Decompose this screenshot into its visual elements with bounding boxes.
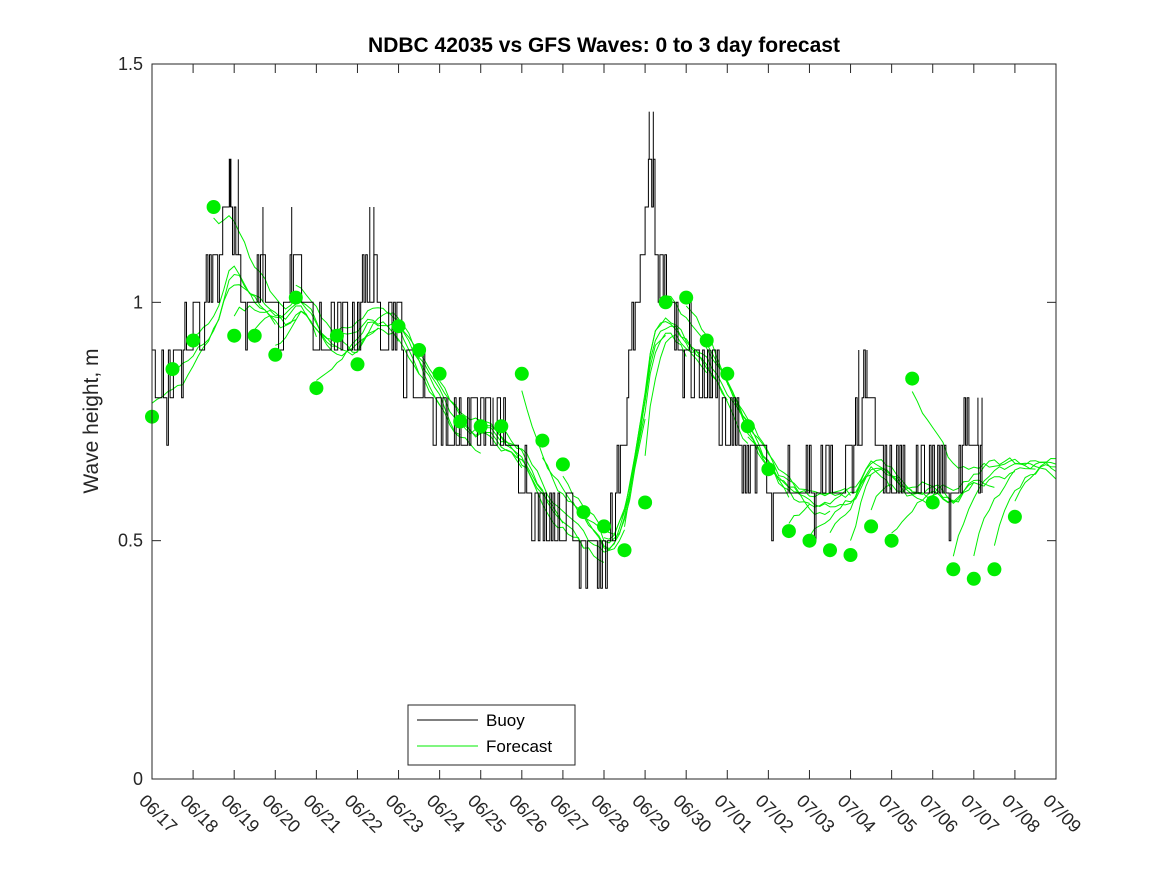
x-tick-label: 06/17: [135, 791, 181, 837]
x-tick-label: 07/04: [834, 791, 880, 837]
forecast-line: [439, 380, 564, 524]
forecast-line: [952, 460, 1057, 557]
y-tick-label: 0.5: [118, 531, 143, 551]
forecast-line: [993, 464, 1057, 546]
chart-title: NDBC 42035 vs GFS Waves: 0 to 3 day fore…: [368, 34, 840, 57]
x-tick-label: 06/28: [587, 791, 633, 837]
x-tick-label: 06/22: [341, 791, 387, 837]
forecast-point: [391, 319, 406, 334]
x-tick-label: 07/06: [916, 791, 962, 837]
forecast-line: [1014, 457, 1057, 502]
x-tick-label: 07/05: [875, 791, 921, 837]
forecast-point: [535, 433, 550, 448]
forecast-line: [747, 436, 872, 508]
forecast-point: [432, 366, 447, 381]
forecast-point: [987, 562, 1002, 577]
forecast-point: [309, 381, 324, 396]
forecast-point: [165, 362, 180, 377]
forecast-line: [500, 425, 625, 553]
forecast-point: [206, 200, 221, 214]
legend-forecast-label: Forecast: [486, 737, 552, 756]
forecast-point: [823, 543, 837, 558]
forecast-point: [247, 328, 262, 343]
x-tick-label: 07/01: [710, 791, 756, 837]
forecast-point: [268, 347, 283, 362]
forecast-point: [761, 462, 776, 477]
forecast-line: [275, 310, 399, 357]
forecast-line: [644, 334, 769, 468]
forecast-point: [473, 419, 488, 434]
forecast-point: [946, 562, 961, 577]
forecast-point: [802, 533, 817, 548]
forecast-point: [576, 505, 591, 520]
forecast-point: [884, 533, 899, 548]
forecast-line: [603, 317, 728, 540]
forecast-point: [329, 328, 344, 343]
forecast-point: [638, 495, 653, 510]
x-tick-label: 06/19: [217, 791, 263, 837]
legend: Buoy Forecast: [407, 704, 576, 766]
forecast-line: [172, 273, 297, 373]
x-tick-label: 06/27: [546, 791, 592, 837]
forecast-point: [453, 414, 468, 429]
forecast-line: [480, 421, 605, 563]
forecast-point: [227, 328, 242, 343]
plot-area: [152, 64, 1056, 779]
forecast-point: [925, 495, 940, 510]
forecast-point: [1007, 509, 1022, 524]
forecast-line: [850, 468, 975, 541]
y-tick-label: 0: [133, 769, 143, 789]
y-tick-label: 1: [133, 292, 143, 312]
forecast-line: [357, 311, 481, 454]
y-axis-label: Wave height, m: [80, 348, 103, 493]
forecast-line: [911, 391, 1036, 470]
x-tick-label: 07/09: [1039, 791, 1085, 837]
forecast-line: [973, 461, 1057, 557]
forecast-point: [617, 543, 632, 558]
x-tick-label: 06/30: [669, 791, 715, 837]
forecast-point: [597, 519, 611, 534]
forecast-point: [186, 333, 201, 348]
x-tick-label: 06/29: [628, 791, 674, 837]
legend-box: [407, 704, 576, 766]
forecast-point: [350, 357, 365, 372]
forecast-point: [288, 290, 303, 305]
y-axis: 0 0.5 1 1.5: [118, 54, 1056, 789]
forecast-line: [624, 320, 749, 527]
forecast-line: [192, 265, 317, 338]
forecast-point: [843, 548, 858, 562]
x-tick-label: 06/23: [382, 791, 428, 837]
forecast-point: [494, 419, 509, 434]
forecast-point: [699, 333, 714, 348]
forecast-line: [316, 321, 441, 406]
x-tick-label: 06/25: [464, 791, 510, 837]
forecast-point: [740, 419, 755, 434]
x-tick-label: 06/26: [505, 791, 551, 837]
forecast-line: [932, 457, 1057, 496]
x-tick-label: 06/24: [423, 791, 469, 837]
forecast-point: [412, 343, 427, 357]
forecast-point: [658, 295, 673, 310]
forecast-point: [555, 457, 570, 472]
legend-buoy-label: Buoy: [486, 711, 525, 730]
forecast-point: [720, 366, 735, 381]
x-tick-label: 07/03: [793, 791, 839, 837]
y-tick-label: 1.5: [118, 54, 143, 74]
forecast-point: [966, 571, 981, 586]
forecast-point: [905, 371, 920, 386]
x-tick-label: 07/07: [957, 791, 1003, 837]
x-tick-label: 06/21: [300, 791, 346, 837]
x-tick-label: 07/08: [998, 791, 1044, 837]
forecast-point: [514, 366, 529, 381]
forecast-point: [679, 290, 694, 305]
forecast-line: [706, 343, 831, 516]
forecast-point: [781, 524, 796, 539]
forecast-line: [891, 471, 1016, 534]
x-tick-label: 07/02: [752, 791, 798, 837]
x-tick-label: 06/20: [258, 791, 304, 837]
forecast-point: [864, 519, 879, 534]
x-tick-label: 06/18: [176, 791, 222, 837]
